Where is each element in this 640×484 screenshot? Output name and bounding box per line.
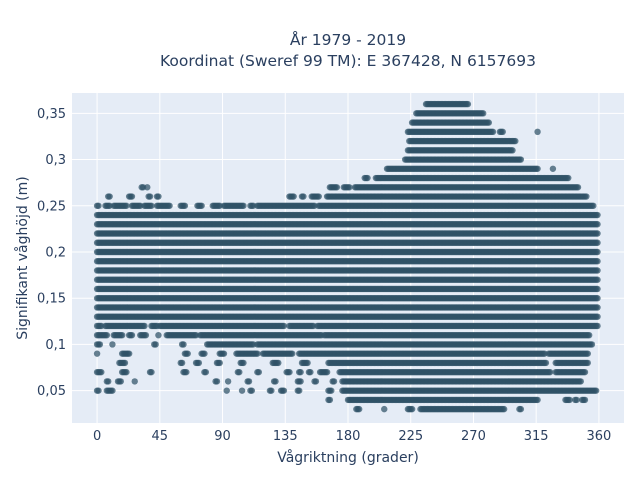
scatter-point xyxy=(543,360,549,366)
scatter-point xyxy=(275,360,281,366)
scatter-point xyxy=(224,387,230,393)
scatter-point xyxy=(281,323,287,329)
scatter-point xyxy=(594,295,600,301)
scatter-point xyxy=(98,369,104,375)
scatter-point xyxy=(328,387,334,393)
scatter-point xyxy=(225,378,231,384)
scatter-point xyxy=(566,397,572,403)
scatter-point xyxy=(594,304,600,310)
scatter-point xyxy=(97,341,103,347)
scatter-point xyxy=(534,397,540,403)
scatter-point xyxy=(381,406,387,412)
scatter-point xyxy=(296,387,302,393)
scatter-point xyxy=(141,323,147,329)
scatter-point xyxy=(313,378,319,384)
scatter-point xyxy=(578,378,584,384)
scatter-point xyxy=(196,360,202,366)
scatter-point xyxy=(281,387,287,393)
scatter-point xyxy=(286,369,292,375)
scatter-point xyxy=(236,369,242,375)
scatter-point xyxy=(585,350,591,356)
scatter-point xyxy=(201,350,207,356)
scatter-point xyxy=(331,378,337,384)
scatter-point xyxy=(118,378,124,384)
scatter-point xyxy=(501,406,507,412)
scatter-point xyxy=(593,387,599,393)
scatter-point xyxy=(105,378,111,384)
scatter-point xyxy=(256,369,262,375)
scatter-point xyxy=(594,267,600,273)
scatter-point xyxy=(246,378,252,384)
scatter-point xyxy=(122,360,128,366)
scatter-point xyxy=(518,406,524,412)
scatter-point xyxy=(239,387,245,393)
scatter-point xyxy=(307,369,313,375)
scatter-point xyxy=(594,286,600,292)
scatter-point xyxy=(129,332,135,338)
scatter-point xyxy=(582,369,588,375)
scatter-point xyxy=(594,277,600,283)
scatter-point xyxy=(183,369,189,375)
scatter-point xyxy=(221,350,227,356)
scatter-point xyxy=(304,360,310,366)
scatter-point xyxy=(143,332,149,338)
scatter-point xyxy=(155,332,161,338)
scatter-point xyxy=(214,378,220,384)
scatter-point xyxy=(585,360,591,366)
scatter-point xyxy=(152,341,158,347)
scatter-point xyxy=(356,406,362,412)
scatter-point xyxy=(409,406,415,412)
scatter-point xyxy=(109,387,115,393)
scatter-point xyxy=(95,387,101,393)
scatter-point xyxy=(268,387,274,393)
scatter-point xyxy=(179,360,185,366)
scatter-point xyxy=(594,323,600,329)
scatter-point xyxy=(586,332,592,338)
scatter-point xyxy=(203,369,209,375)
scatter-point xyxy=(547,369,553,375)
scatter-point xyxy=(180,341,186,347)
scatter-point xyxy=(123,369,129,375)
scatter-point xyxy=(594,313,600,319)
scatter-point xyxy=(582,397,588,403)
scatter-point xyxy=(589,341,595,347)
scatter-point xyxy=(104,332,110,338)
scatter-point xyxy=(297,378,303,384)
scatter-point xyxy=(126,350,132,356)
scatter-point xyxy=(573,397,579,403)
scatter-point xyxy=(594,258,600,264)
scatter-point xyxy=(289,350,295,356)
scatter-point xyxy=(119,332,125,338)
scatter-point xyxy=(240,360,246,366)
scatter-point xyxy=(249,387,255,393)
scatter-point xyxy=(297,369,303,375)
scatter-point xyxy=(327,397,333,403)
scatter-point xyxy=(132,378,138,384)
scatter-point xyxy=(109,341,115,347)
scatter-point xyxy=(272,378,278,384)
scatter-point xyxy=(254,350,260,356)
scatter-point xyxy=(217,360,223,366)
scatter-point xyxy=(94,350,100,356)
scatter-point xyxy=(324,369,330,375)
scatter-point xyxy=(184,350,190,356)
scatter-point xyxy=(148,369,154,375)
